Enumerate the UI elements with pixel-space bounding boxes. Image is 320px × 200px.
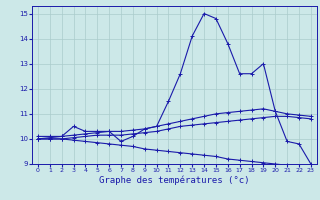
- X-axis label: Graphe des températures (°c): Graphe des températures (°c): [99, 176, 250, 185]
